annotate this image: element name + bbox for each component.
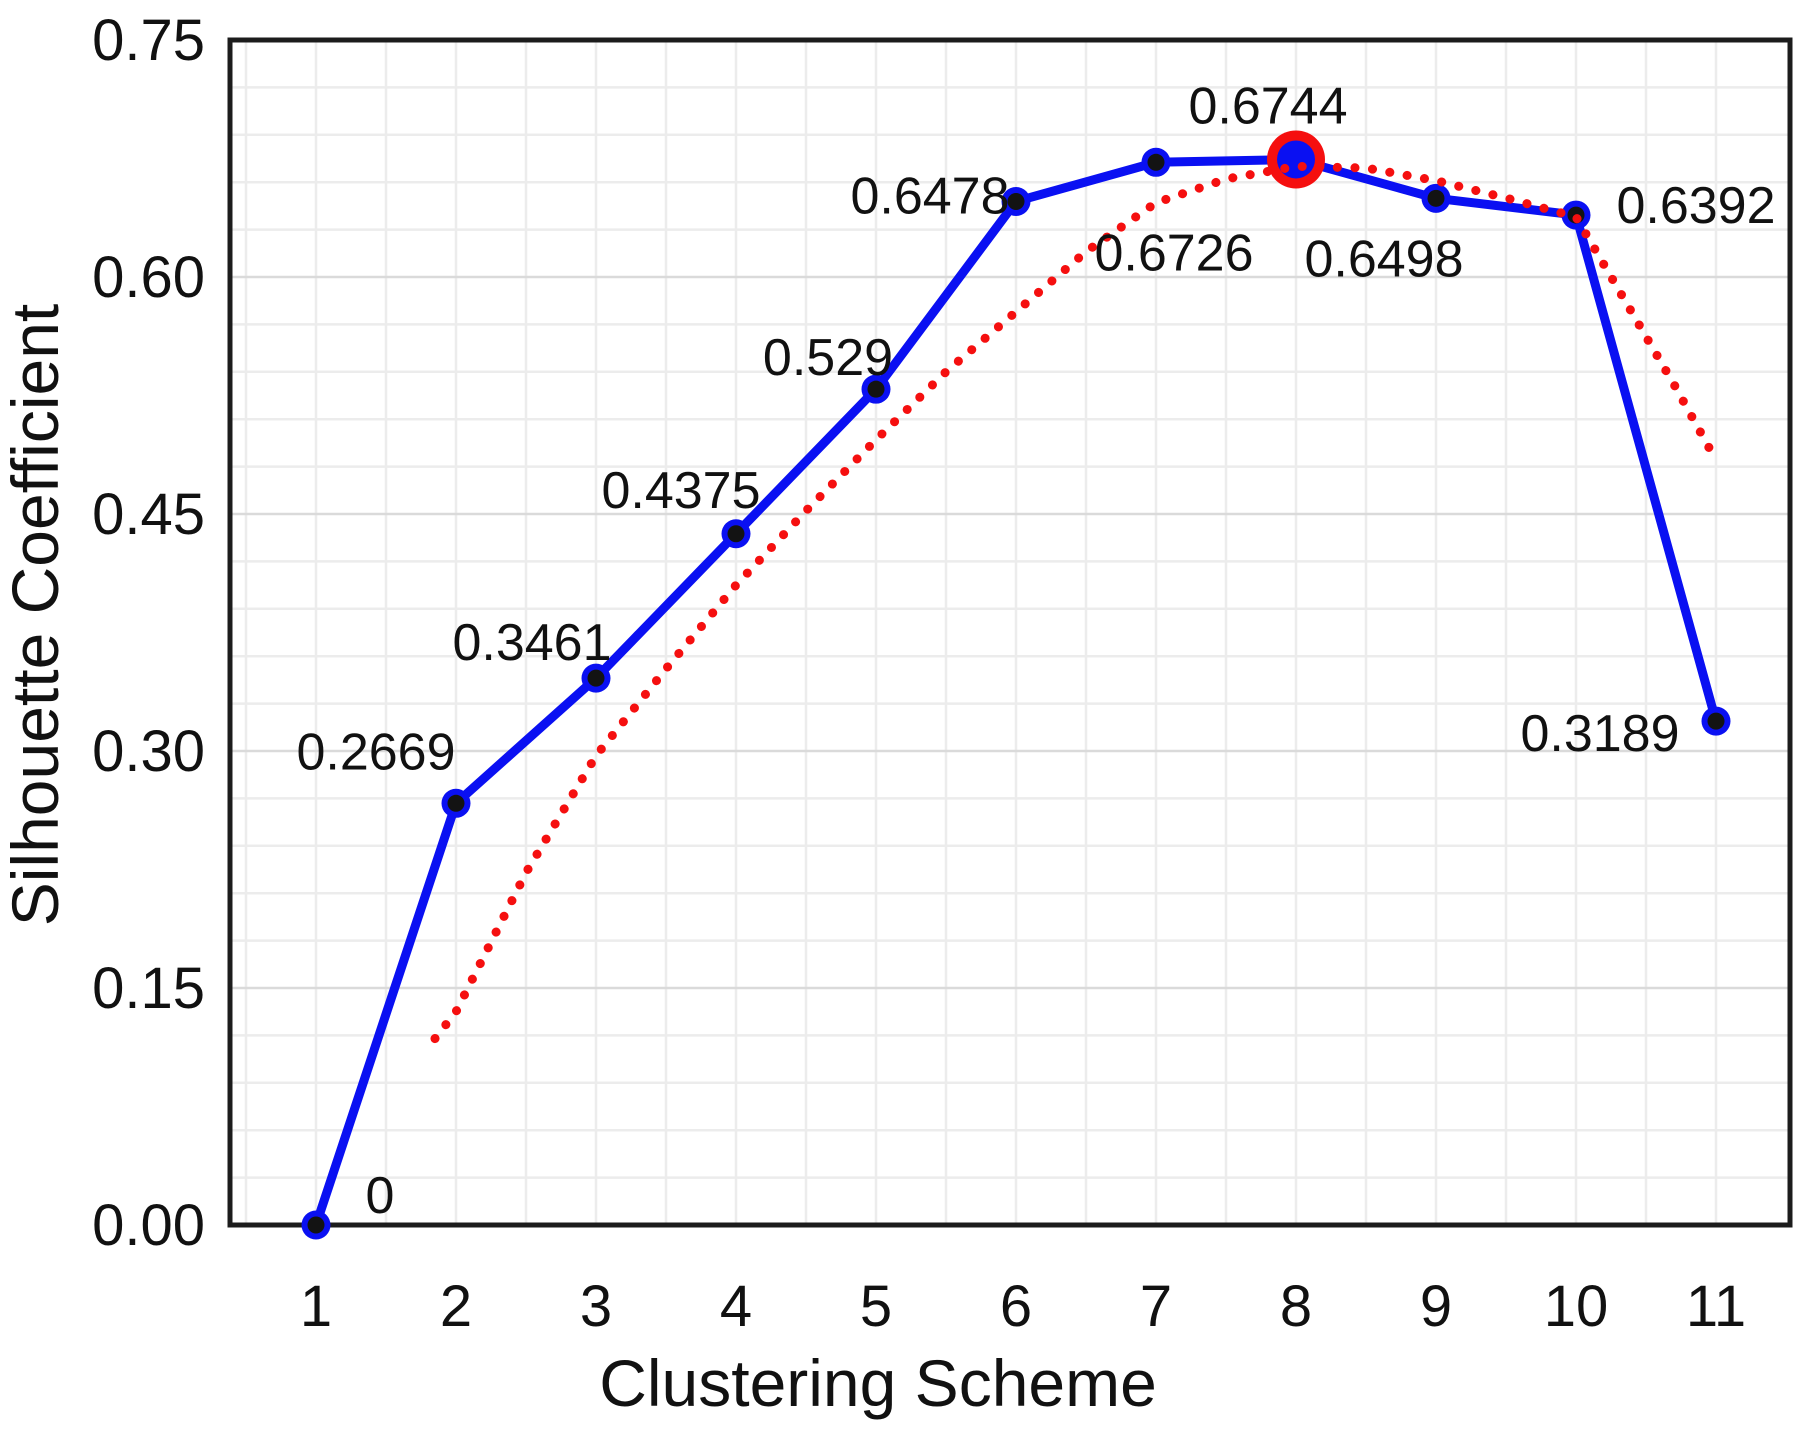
data-point-center <box>867 380 885 398</box>
plot-border <box>227 37 1793 1228</box>
x-tick-label: 3 <box>580 1274 612 1339</box>
y-tick-label: 0.75 <box>92 8 205 73</box>
point-value-label: 0.6726 <box>1094 224 1253 282</box>
optimum-highlight-core <box>1277 140 1315 179</box>
y-tick-labels: 0.00 0.15 0.30 0.45 0.60 0.75 <box>92 8 205 1258</box>
point-value-label: 0.6498 <box>1304 230 1463 288</box>
point-value-label: 0.6744 <box>1188 77 1347 135</box>
data-point-center <box>307 1216 325 1234</box>
x-tick-label: 6 <box>1000 1274 1032 1339</box>
data-point-center <box>1707 712 1725 730</box>
x-tick-label: 2 <box>440 1274 472 1339</box>
x-tick-label: 9 <box>1420 1274 1452 1339</box>
x-tick-label: 4 <box>720 1274 752 1339</box>
data-point-center <box>1147 153 1165 171</box>
gridlines <box>230 40 1790 1225</box>
point-value-label: 0.6478 <box>850 167 1009 225</box>
x-tick-label: 5 <box>860 1274 892 1339</box>
x-tick-label: 1 <box>300 1274 332 1339</box>
data-point-center <box>1007 192 1025 210</box>
point-value-label: 0.6392 <box>1616 177 1775 235</box>
data-point-center <box>1427 189 1445 207</box>
point-value-label: 0.529 <box>763 329 893 387</box>
y-axis-title: Silhouette Coefficient <box>0 304 72 927</box>
y-tick-label: 0.30 <box>92 719 205 784</box>
trend-line-dotted <box>430 161 1721 1044</box>
data-labels: 0 0.2669 0.3461 0.4375 0.529 0.6478 0.6726 0.67… <box>296 77 1775 1225</box>
x-tick-label: 11 <box>1686 1274 1746 1339</box>
series-layer <box>301 130 1731 1240</box>
y-tick-label: 0.00 <box>92 1193 205 1258</box>
y-tick-label: 0.60 <box>92 245 205 310</box>
data-point-center <box>727 525 745 543</box>
data-point-center <box>447 794 465 812</box>
point-value-label: 0.4375 <box>601 462 760 520</box>
point-value-label: 0.3189 <box>1520 705 1679 763</box>
point-value-label: 0.3461 <box>452 614 611 672</box>
x-tick-label: 8 <box>1280 1274 1312 1339</box>
point-value-label: 0.2669 <box>296 723 455 781</box>
x-axis-title: Clustering Scheme <box>599 1346 1157 1420</box>
x-tick-label: 7 <box>1140 1274 1172 1339</box>
y-tick-label: 0.15 <box>92 956 205 1021</box>
data-point-center <box>587 669 605 687</box>
x-tick-labels: 1 2 3 4 5 6 7 8 9 10 11 <box>300 1274 1746 1339</box>
x-tick-label: 10 <box>1544 1274 1609 1339</box>
y-tick-label: 0.45 <box>92 482 205 547</box>
point-value-label: 0 <box>366 1167 395 1225</box>
